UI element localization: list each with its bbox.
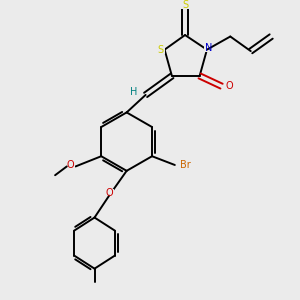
Text: O: O bbox=[226, 81, 233, 91]
Text: S: S bbox=[157, 45, 163, 55]
Text: Br: Br bbox=[180, 160, 190, 170]
Text: S: S bbox=[182, 0, 188, 10]
Text: O: O bbox=[105, 188, 113, 198]
Text: N: N bbox=[205, 43, 212, 53]
FancyBboxPatch shape bbox=[155, 46, 165, 54]
Text: O: O bbox=[67, 160, 74, 170]
Text: H: H bbox=[130, 87, 137, 97]
FancyBboxPatch shape bbox=[129, 88, 137, 96]
FancyBboxPatch shape bbox=[226, 82, 234, 90]
FancyBboxPatch shape bbox=[105, 189, 113, 197]
FancyBboxPatch shape bbox=[204, 44, 212, 52]
FancyBboxPatch shape bbox=[181, 1, 189, 9]
FancyBboxPatch shape bbox=[66, 160, 75, 169]
